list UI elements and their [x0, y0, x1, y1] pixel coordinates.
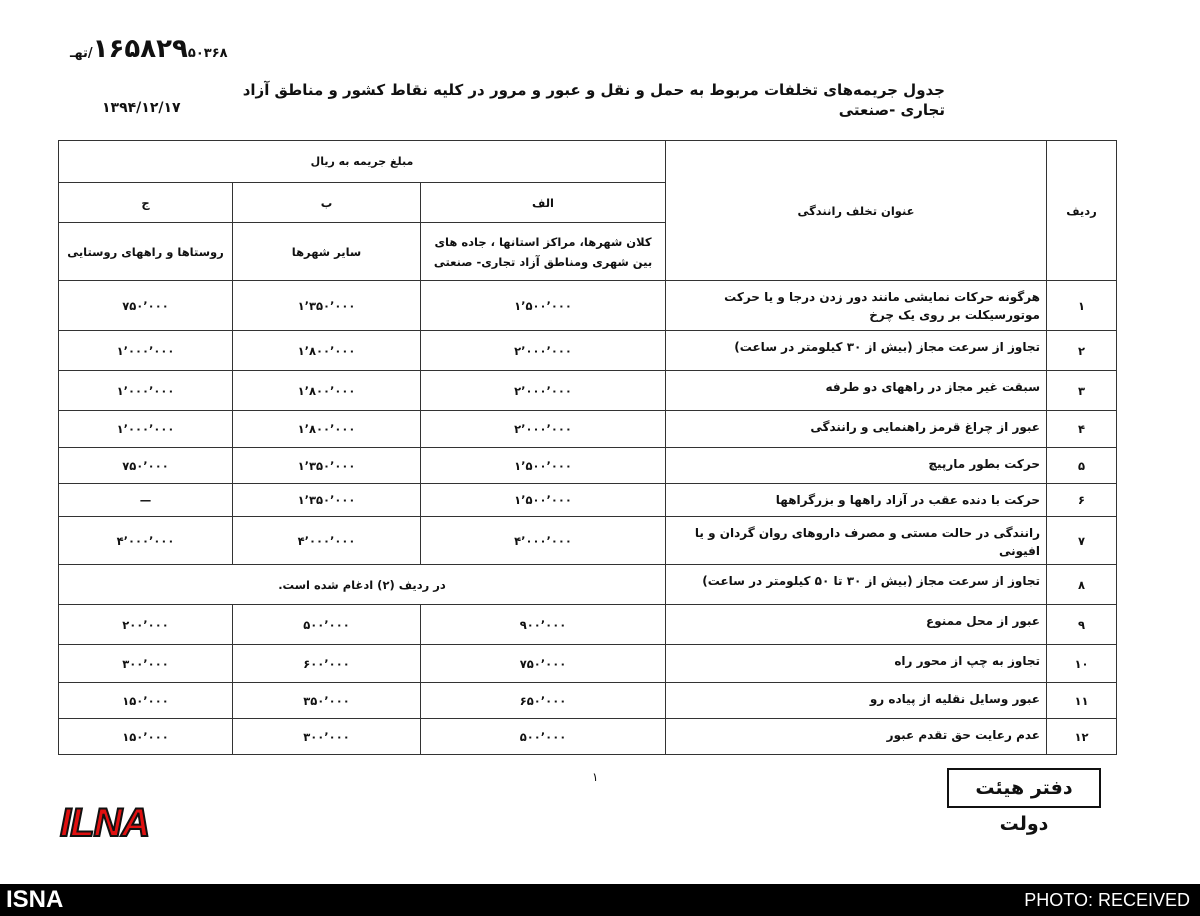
row-number: ۵: [1046, 447, 1117, 484]
fine-col-a: ۷۵۰٬۰۰۰: [420, 644, 666, 683]
violation-title: حرکت با دنده عقب در آزاد راهها و بزرگراه…: [665, 483, 1047, 517]
header-col-c-desc: روستاها و راههای روستایی: [58, 222, 233, 281]
fine-col-c: ۳۰۰٬۰۰۰: [58, 644, 233, 683]
header-col-c: ج: [58, 182, 233, 223]
table-row: ۴ عبور از چراغ قرمز راهنمایی و رانندگی ۲٬۰…: [58, 410, 1117, 448]
table-row: ۵ حرکت بطور مارپیچ ۱٬۵۰۰٬۰۰۰ ۱٬۳۵۰٬۰۰۰ ۷۵۰٬۰…: [58, 447, 1117, 484]
fine-col-c: ۱۵۰٬۰۰۰: [58, 682, 233, 719]
row-number: ۱۲: [1046, 718, 1117, 755]
row-number: ۹: [1046, 604, 1117, 645]
fine-col-a: ۹۰۰٬۰۰۰: [420, 604, 666, 645]
row-number: ۲: [1046, 330, 1117, 371]
footer-bar: ISNA PHOTO: RECEIVED: [0, 884, 1200, 916]
government-office-stamp: دفتر هیئت دولت: [947, 768, 1101, 835]
document-number-prefix: ۵۰۳۶۸/ت: [83, 46, 228, 61]
row-number: ۷: [1046, 516, 1117, 565]
row-number: ۳: [1046, 370, 1117, 411]
violation-title: سبقت غیر مجاز در راههای دو طرفه: [665, 370, 1047, 411]
header-row-no: ردیف: [1046, 140, 1117, 281]
fine-col-b: ۳۵۰٬۰۰۰: [232, 682, 421, 719]
header-amount: مبلغ جریمه به ریال: [58, 140, 666, 183]
fine-col-c: ۱٬۰۰۰٬۰۰۰: [58, 330, 233, 371]
fine-col-b: ۱٬۸۰۰٬۰۰۰: [232, 330, 421, 371]
fine-col-b: ۱٬۳۵۰٬۰۰۰: [232, 483, 421, 517]
violation-title: رانندگی در حالت مستی و مصرف داروهای روان…: [665, 516, 1047, 565]
header-col-b: ب: [232, 182, 421, 223]
fine-col-b: ۱٬۳۵۰٬۰۰۰: [232, 280, 421, 331]
fine-col-a: ۱٬۵۰۰٬۰۰۰: [420, 483, 666, 517]
header-violation: عنوان تخلف رانندگی: [665, 140, 1047, 281]
table-row: ۲ تجاوز از سرعت مجاز (بیش از ۳۰ کیلومتر د…: [58, 330, 1117, 371]
fines-table: ردیف عنوان تخلف رانندگی مبلغ جریمه به ری…: [58, 140, 1117, 755]
table-row: ۱۰ تجاوز به چپ از محور راه ۷۵۰٬۰۰۰ ۶۰۰٬۰۰۰ ۳…: [58, 644, 1117, 683]
row-number: ۱: [1046, 280, 1117, 331]
document-number-big: ۱۶۵۸۲۹: [92, 34, 188, 64]
fine-col-b: ۱٬۳۵۰٬۰۰۰: [232, 447, 421, 484]
fine-col-b: ۵۰۰٬۰۰۰: [232, 604, 421, 645]
document-number-suffix: هـ: [70, 46, 84, 61]
fine-col-c: ۲۰۰٬۰۰۰: [58, 604, 233, 645]
fine-col-a: ۵۰۰٬۰۰۰: [420, 718, 666, 755]
fine-col-a: ۱٬۵۰۰٬۰۰۰: [420, 447, 666, 484]
violation-title: عبور وسایل نقلیه از پیاده رو: [665, 682, 1047, 719]
header-col-a: الف: [420, 182, 666, 223]
page-number: ۱: [592, 770, 599, 784]
violation-title: تجاوز از سرعت مجاز (بیش از ۳۰ کیلومتر در…: [665, 330, 1047, 371]
fine-col-b: ۱٬۸۰۰٬۰۰۰: [232, 410, 421, 448]
row-number: ۸: [1046, 564, 1117, 605]
header-col-a-desc: کلان شهرها، مراکز استانها ، جاده های بین…: [420, 222, 666, 281]
fine-col-c: ۱۵۰٬۰۰۰: [58, 718, 233, 755]
fine-col-c: ۱٬۰۰۰٬۰۰۰: [58, 410, 233, 448]
header-col-b-desc: سایر شهرها: [232, 222, 421, 281]
violation-title: عبور از محل ممنوع: [665, 604, 1047, 645]
fine-col-b: ۶۰۰٬۰۰۰: [232, 644, 421, 683]
fine-col-a: ۴٬۰۰۰٬۰۰۰: [420, 516, 666, 565]
ilna-watermark: ILNA: [59, 800, 151, 846]
fine-col-c: ۷۵۰٬۰۰۰: [58, 280, 233, 331]
fine-col-b: ۴٬۰۰۰٬۰۰۰: [232, 516, 421, 565]
fine-col-b: ۱٬۸۰۰٬۰۰۰: [232, 370, 421, 411]
table-row: ۳ سبقت غیر مجاز در راههای دو طرفه ۲٬۰۰۰٬۰۰…: [58, 370, 1117, 411]
fine-col-a: ۲٬۰۰۰٬۰۰۰: [420, 410, 666, 448]
violation-title: هرگونه حرکات نمایشی مانند دور زدن درجا و…: [665, 280, 1047, 331]
fine-col-a: ۲٬۰۰۰٬۰۰۰: [420, 370, 666, 411]
fine-col-c: —: [58, 483, 233, 517]
row-number: ۱۰: [1046, 644, 1117, 683]
fine-col-a: ۱٬۵۰۰٬۰۰۰: [420, 280, 666, 331]
document-date: ۱۳۹۴/۱۲/۱۷: [102, 100, 181, 116]
table-row: ۶ حرکت با دنده عقب در آزاد راهها و بزرگرا…: [58, 483, 1117, 517]
table-row: ۷ رانندگی در حالت مستی و مصرف داروهای روا…: [58, 516, 1117, 565]
table-row: ۱۲ عدم رعایت حق تقدم عبور ۵۰۰٬۰۰۰ ۳۰۰٬۰۰۰ ۱۵…: [58, 718, 1117, 755]
table-row: ۹ عبور از محل ممنوع ۹۰۰٬۰۰۰ ۵۰۰٬۰۰۰ ۲۰۰٬۰۰۰: [58, 604, 1117, 645]
isna-logo: ISNA: [6, 886, 64, 913]
violation-title: تجاوز به چپ از محور راه: [665, 644, 1047, 683]
document-title: جدول جریمه‌های تخلفات مربوط به حمل و نقل…: [242, 81, 945, 119]
photo-credit: PHOTO: RECEIVED: [1024, 890, 1190, 910]
fine-col-c: ۴٬۰۰۰٬۰۰۰: [58, 516, 233, 565]
row-number: ۱۱: [1046, 682, 1117, 719]
fine-col-a: ۶۵۰٬۰۰۰: [420, 682, 666, 719]
table-row: ۱ هرگونه حرکات نمایشی مانند دور زدن درجا …: [58, 280, 1117, 331]
row-number: ۶: [1046, 483, 1117, 517]
violation-title: عبور از چراغ قرمز راهنمایی و رانندگی: [665, 410, 1047, 448]
fine-col-b: ۳۰۰٬۰۰۰: [232, 718, 421, 755]
violation-title: حرکت بطور مارپیچ: [665, 447, 1047, 484]
merged-note: در ردیف (۲) ادغام شده است.: [58, 564, 666, 605]
table-row: ۸ تجاوز از سرعت مجاز (بیش از ۳۰ تا ۵۰ کیل…: [58, 564, 1117, 605]
violation-title: تجاوز از سرعت مجاز (بیش از ۳۰ تا ۵۰ کیلو…: [665, 564, 1047, 605]
fine-col-c: ۷۵۰٬۰۰۰: [58, 447, 233, 484]
fine-col-a: ۲٬۰۰۰٬۰۰۰: [420, 330, 666, 371]
document-number: ۱۶۵۸۲۹۵۰۳۶۸/تهـ: [70, 34, 228, 64]
row-number: ۴: [1046, 410, 1117, 448]
violation-title: عدم رعایت حق تقدم عبور: [665, 718, 1047, 755]
fine-col-c: ۱٬۰۰۰٬۰۰۰: [58, 370, 233, 411]
table-row: ۱۱ عبور وسایل نقلیه از پیاده رو ۶۵۰٬۰۰۰ ۳۵۰…: [58, 682, 1117, 719]
